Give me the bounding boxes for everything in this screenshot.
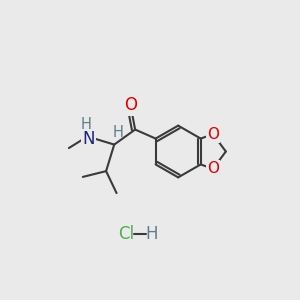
Text: O: O — [124, 96, 137, 114]
Text: O: O — [207, 127, 219, 142]
Text: N: N — [82, 130, 95, 148]
Text: Cl: Cl — [118, 224, 134, 242]
Text: O: O — [207, 161, 219, 176]
Text: H: H — [145, 224, 158, 242]
Text: H: H — [113, 125, 124, 140]
Text: H: H — [81, 117, 92, 132]
